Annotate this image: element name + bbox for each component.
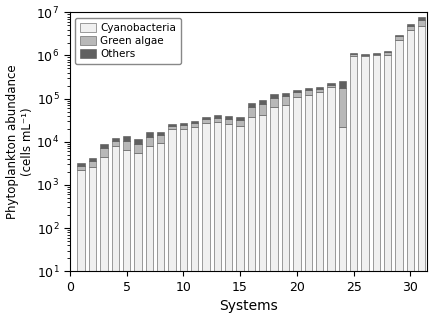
Bar <box>395 40 403 319</box>
Bar <box>373 54 380 56</box>
Bar <box>316 87 323 89</box>
Bar <box>350 56 357 319</box>
Bar <box>271 94 278 98</box>
Bar <box>384 52 391 55</box>
Bar <box>214 122 221 319</box>
Bar <box>327 85 335 87</box>
Bar <box>168 129 176 319</box>
Bar <box>191 121 198 123</box>
X-axis label: Systems: Systems <box>219 300 278 314</box>
Bar <box>89 167 96 319</box>
Bar <box>123 141 130 150</box>
Bar <box>304 88 312 90</box>
Bar <box>134 139 142 144</box>
Bar <box>214 115 221 118</box>
Bar <box>180 129 187 319</box>
Bar <box>191 127 198 319</box>
Legend: Cyanobacteria, Green algae, Others: Cyanobacteria, Green algae, Others <box>75 18 181 64</box>
Bar <box>248 107 255 117</box>
Bar <box>316 89 323 92</box>
Bar <box>361 56 368 319</box>
Bar <box>168 126 176 129</box>
Bar <box>259 104 266 115</box>
Bar <box>339 127 346 319</box>
Bar <box>89 158 96 161</box>
Bar <box>225 116 233 119</box>
Bar <box>123 150 130 319</box>
Bar <box>316 92 323 319</box>
Bar <box>112 137 119 141</box>
Bar <box>373 56 380 319</box>
Bar <box>407 30 414 319</box>
Bar <box>78 170 85 319</box>
Bar <box>418 17 426 19</box>
Bar <box>214 118 221 122</box>
Bar <box>123 136 130 141</box>
Bar <box>271 98 278 107</box>
Bar <box>361 55 368 56</box>
Bar <box>145 146 153 319</box>
Bar <box>202 123 210 319</box>
Bar <box>339 81 346 88</box>
Bar <box>293 92 301 97</box>
Bar <box>327 84 335 85</box>
Bar <box>248 103 255 107</box>
Bar <box>350 53 357 54</box>
Bar <box>350 54 357 56</box>
Y-axis label: Phytoplankton abundance
(cells mL⁻¹): Phytoplankton abundance (cells mL⁻¹) <box>6 64 33 219</box>
Bar <box>236 117 244 120</box>
Bar <box>168 124 176 126</box>
Bar <box>395 35 403 36</box>
Bar <box>78 162 85 166</box>
Bar <box>157 143 164 319</box>
Bar <box>225 124 233 319</box>
Bar <box>407 26 414 30</box>
Bar <box>282 93 289 96</box>
Bar <box>282 96 289 105</box>
Bar <box>202 117 210 119</box>
Bar <box>304 90 312 95</box>
Bar <box>202 119 210 123</box>
Bar <box>418 19 426 26</box>
Bar <box>293 97 301 319</box>
Bar <box>145 132 153 137</box>
Bar <box>100 144 107 148</box>
Bar <box>259 115 266 319</box>
Bar <box>100 157 107 319</box>
Bar <box>259 100 266 104</box>
Bar <box>418 26 426 319</box>
Bar <box>304 95 312 319</box>
Bar <box>225 119 233 124</box>
Bar <box>134 144 142 153</box>
Bar <box>100 148 107 157</box>
Bar <box>361 54 368 55</box>
Bar <box>112 141 119 146</box>
Bar <box>248 117 255 319</box>
Bar <box>282 105 289 319</box>
Bar <box>407 24 414 26</box>
Bar <box>395 36 403 40</box>
Bar <box>157 132 164 136</box>
Bar <box>89 161 96 167</box>
Bar <box>236 120 244 126</box>
Bar <box>191 123 198 127</box>
Bar <box>78 166 85 170</box>
Bar <box>373 53 380 54</box>
Bar <box>157 136 164 143</box>
Bar <box>180 123 187 125</box>
Bar <box>384 55 391 319</box>
Bar <box>145 137 153 146</box>
Bar <box>339 88 346 127</box>
Bar <box>384 51 391 52</box>
Bar <box>134 153 142 319</box>
Bar <box>271 107 278 319</box>
Bar <box>293 90 301 92</box>
Bar <box>236 126 244 319</box>
Bar <box>327 87 335 319</box>
Bar <box>180 125 187 129</box>
Bar <box>112 146 119 319</box>
